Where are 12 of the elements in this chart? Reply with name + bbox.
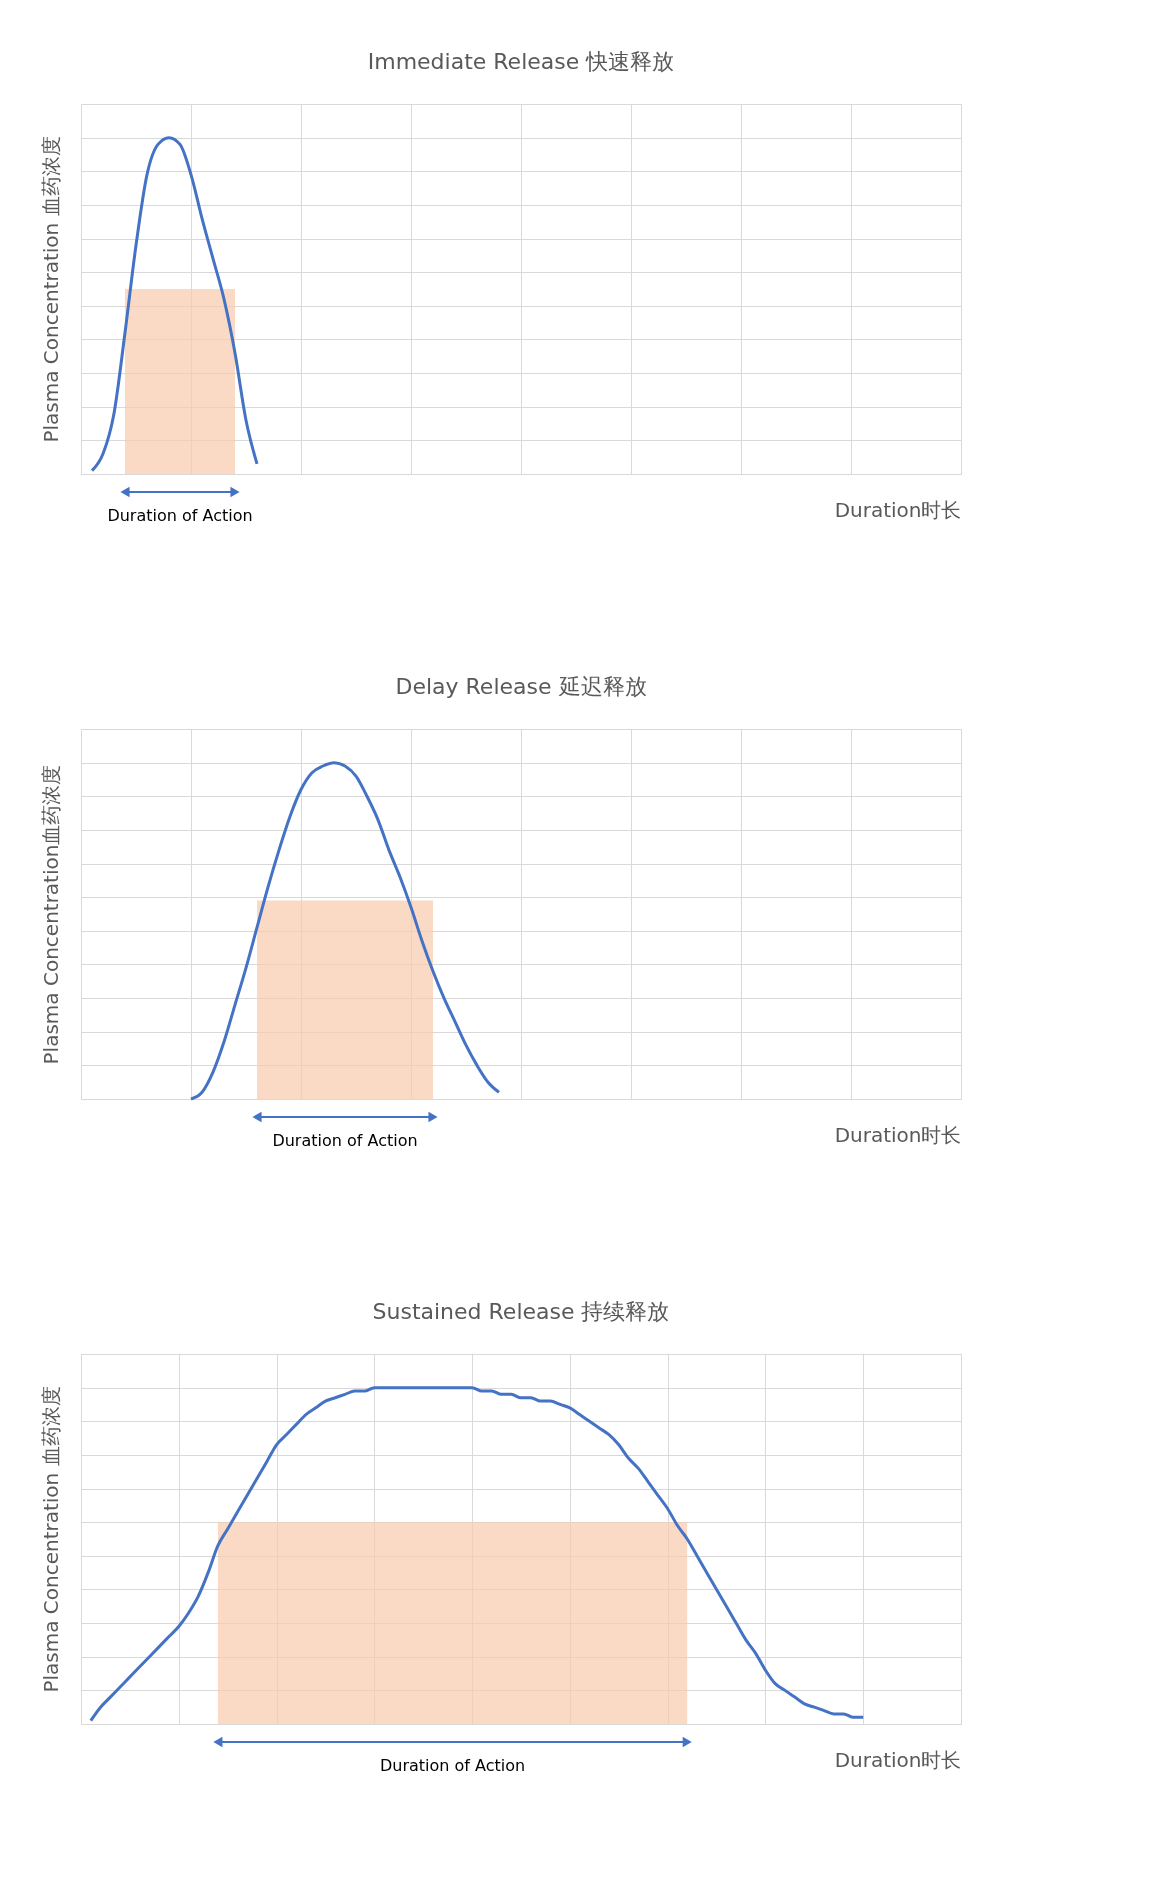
x-axis-title: Duration时长: [834, 1122, 962, 1147]
x-axis-title: Duration时长: [834, 497, 962, 522]
x-axis-title: Duration时长: [834, 1747, 962, 1772]
y-axis-title: Plasma Concentration 血药浓度: [38, 136, 63, 443]
y-axis-title: Plasma Concentration血药浓度: [38, 764, 63, 1065]
text: Duration of Action: [379, 1756, 526, 1775]
text: Duration of Action: [107, 506, 253, 525]
chart-title: Sustained Release 持续释放: [372, 1299, 670, 1324]
y-axis-title: Plasma Concentration 血药浓度: [38, 1386, 63, 1693]
chart-title: Immediate Release 快速释放: [367, 49, 675, 74]
text: Duration of Action: [272, 1131, 418, 1150]
chart-title: Delay Release 延迟释放: [395, 674, 647, 699]
